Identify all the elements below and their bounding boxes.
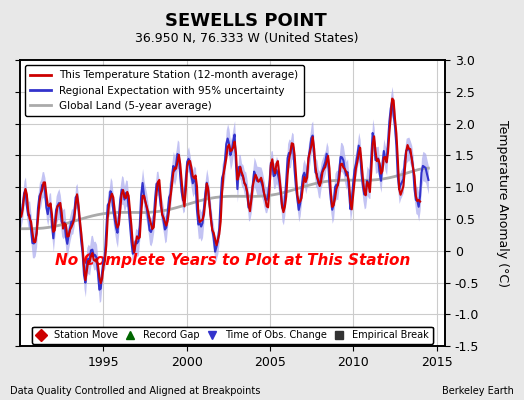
Text: 36.950 N, 76.333 W (United States): 36.950 N, 76.333 W (United States) (135, 32, 358, 45)
Legend: Station Move, Record Gap, Time of Obs. Change, Empirical Break: Station Move, Record Gap, Time of Obs. C… (32, 326, 433, 344)
Text: No Complete Years to Plot at This Station: No Complete Years to Plot at This Statio… (55, 253, 410, 268)
Text: Berkeley Earth: Berkeley Earth (442, 386, 514, 396)
Y-axis label: Temperature Anomaly (°C): Temperature Anomaly (°C) (496, 120, 509, 287)
Text: Data Quality Controlled and Aligned at Breakpoints: Data Quality Controlled and Aligned at B… (10, 386, 261, 396)
Text: SEWELLS POINT: SEWELLS POINT (166, 12, 327, 30)
